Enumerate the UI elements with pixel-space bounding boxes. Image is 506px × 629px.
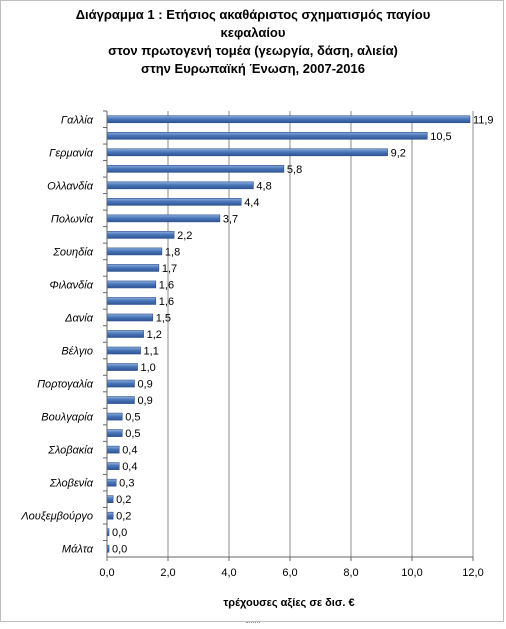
y-tick-label: Σλοβακία [47,445,93,457]
data-label: 0,9 [137,379,152,391]
data-label: 0,3 [119,478,134,490]
data-label: 3,7 [223,213,238,225]
data-label: 0,0 [112,527,127,539]
x-tick-label: 8,0 [343,567,358,579]
x-axis-title: τρέχουσες αξίες σε δισ. € [223,597,354,609]
data-label: 0,4 [122,445,137,457]
bar [106,346,141,355]
x-tick-label: 4,0 [221,567,236,579]
bar [106,396,135,404]
data-label: 1,6 [159,296,174,308]
data-label: 1,1 [144,346,159,358]
y-tick-label: Λουξεμβούργο [20,511,93,523]
y-tick-label: Μάλτα [62,544,94,556]
title-line-3: στον πρωτογενή τομέα (γεωργία, δάση, αλι… [108,43,398,58]
bar [106,495,114,503]
data-label: 0,5 [125,428,140,440]
bar [106,445,120,454]
grid-layer [167,111,474,557]
chart-title: Διάγραμμα 1 : Ετήσιος ακαθάριστος σχηματ… [0,6,506,78]
bar [106,412,123,421]
data-label: 0,5 [125,412,140,424]
y-tick-label: Σλοβενία [49,478,94,490]
data-label: 1,6 [159,279,174,291]
bar [106,379,135,388]
title-line-1: Διάγραμμα 1 : Ετήσιος ακαθάριστος σχηματ… [75,7,431,22]
title-line-4: στην Ευρωπαϊκή Ένωση, 2007-2016 [141,61,365,76]
bar [106,478,117,487]
y-tick-label: Βουλγαρία [41,412,93,424]
bar [106,330,144,338]
y-tick-label: Σουηδία [52,246,93,258]
y-tick-label: Δανία [64,312,94,324]
data-label: 10,5 [430,131,451,143]
x-tick-label: 10,0 [401,567,422,579]
data-label: 0,2 [116,494,131,506]
data-label: 2,2 [177,230,192,242]
data-label: 0,0 [112,544,127,556]
bar [106,297,157,305]
bar [106,511,114,520]
bar [106,181,254,190]
bar [106,363,138,371]
x-tick-label: 12,0 [462,567,483,579]
bar [106,115,471,124]
x-tick-label: 6,0 [282,567,297,579]
bar [106,313,154,322]
bar [106,131,428,140]
labels-layer: 0,0 2,0 4,0 6,0 8,0 10,0 12,0 11,9 Γαλλία 10,5 9,2… [20,114,493,579]
data-label: 1,8 [165,246,180,258]
data-label: 4,4 [244,197,259,209]
data-label: 0,2 [116,511,131,523]
bar [106,280,157,289]
x-tick-label: 2,0 [160,567,175,579]
data-label: 4,8 [256,180,271,192]
bar [106,148,388,157]
y-tick-label: Γαλλία [61,114,94,126]
resize-handle [246,622,260,627]
data-label: 0,4 [122,461,137,473]
bar [106,165,285,173]
data-label: 0,9 [137,395,152,407]
title-line-2: κεφαλαίου [220,25,286,40]
y-tick-label: Βέλγιο [61,346,93,358]
bar [106,214,221,223]
bar [106,462,120,470]
bar [106,198,242,206]
y-tick-label: Πορτογαλία [37,379,94,391]
data-label: 5,8 [287,164,302,176]
data-label: 1,0 [141,362,156,374]
bar [106,247,163,256]
y-tick-label: Πολωνία [51,213,94,225]
y-tick-label: Γερμανία [49,147,94,159]
bar [106,264,160,272]
x-tick-label: 0,0 [99,567,114,579]
data-label: 1,2 [147,329,162,341]
y-tick-label: Φιλανδία [49,279,93,291]
data-label: 1,7 [162,263,177,275]
bar [106,231,175,239]
axis-layer [103,110,474,561]
data-label: 9,2 [391,147,406,159]
data-label: 11,9 [473,114,494,126]
y-tick-label: Ολλανδία [47,180,94,192]
bar [106,429,123,437]
data-label: 1,5 [156,312,171,324]
